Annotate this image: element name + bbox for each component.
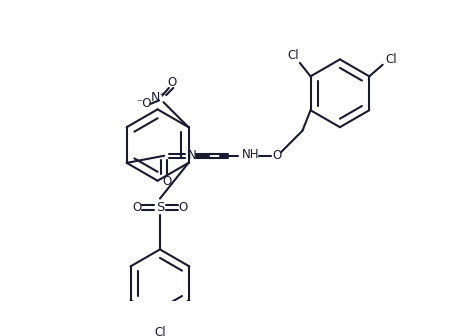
- Text: Cl: Cl: [154, 326, 166, 336]
- Text: O: O: [179, 201, 188, 214]
- Text: O: O: [162, 175, 172, 188]
- Text: NH: NH: [242, 148, 259, 161]
- Text: ⁻O: ⁻O: [136, 97, 152, 111]
- Text: N: N: [187, 149, 196, 162]
- Text: O: O: [132, 201, 141, 214]
- Text: N⁺: N⁺: [151, 91, 167, 104]
- Text: Cl: Cl: [287, 49, 299, 62]
- Text: O: O: [273, 149, 282, 162]
- Text: S: S: [156, 201, 164, 214]
- Text: Cl: Cl: [385, 53, 397, 66]
- Text: O: O: [168, 76, 177, 89]
